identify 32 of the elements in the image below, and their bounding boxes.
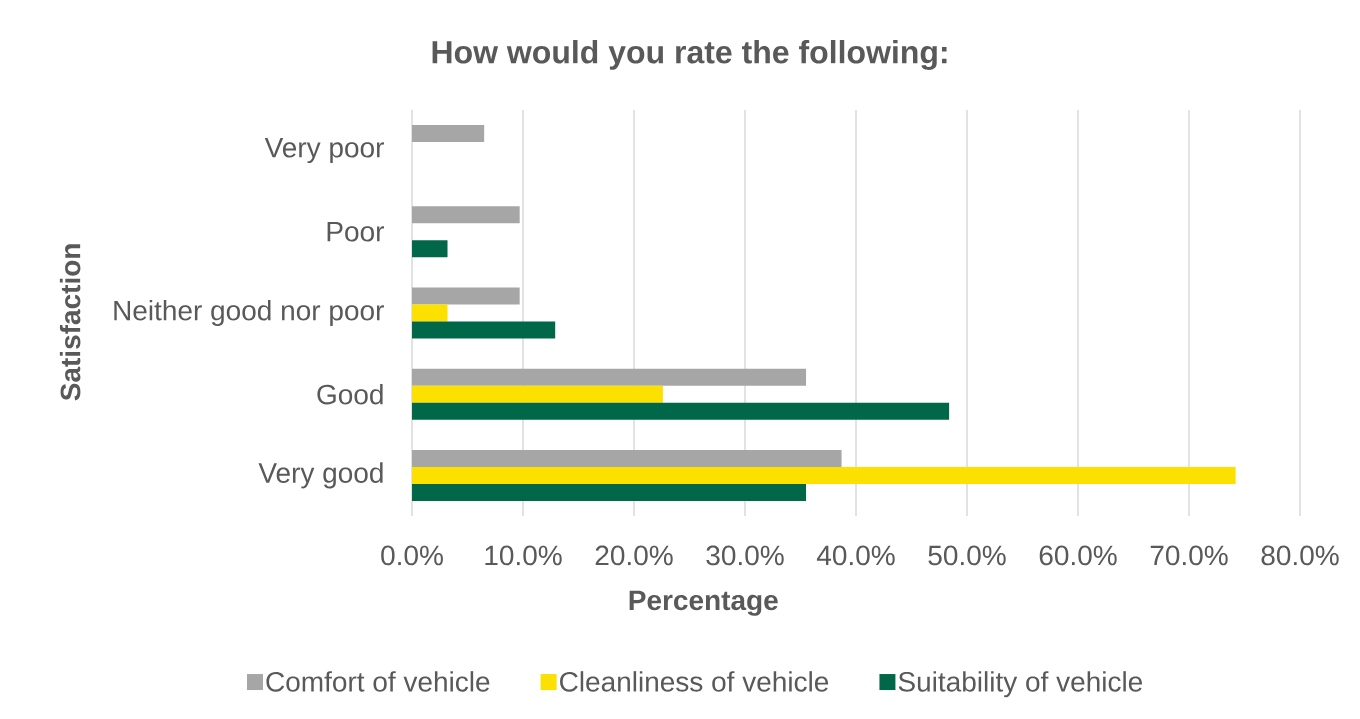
x-tick-label: 30.0% [706, 545, 784, 566]
y-tick-label: Very poor [264, 138, 384, 164]
bar [412, 206, 520, 224]
bar [412, 449, 842, 467]
x-tick-label: 40.0% [816, 545, 895, 566]
bar [412, 125, 485, 143]
bar [412, 466, 1236, 484]
x-tick-label: 0.0% [381, 545, 443, 566]
bar [412, 402, 950, 420]
x-tick-label: 50.0% [928, 545, 1006, 566]
bar [412, 368, 807, 386]
legend-label: Comfort of vehicle [266, 671, 490, 692]
bar [412, 385, 663, 403]
bar [412, 304, 448, 322]
bar [412, 287, 520, 305]
y-tick-label: Very good [258, 462, 383, 489]
bar [412, 240, 448, 258]
bar [412, 321, 556, 339]
legend-label: Cleanliness of vehicle [560, 671, 829, 692]
x-tick-label: 70.0% [1150, 545, 1228, 566]
bar [412, 483, 807, 501]
y-tick-label: Neither good nor poor [114, 299, 384, 327]
legend-label: Suitability of vehicle [898, 671, 1143, 698]
x-tick-label: 20.0% [595, 545, 673, 566]
x-tick-label: 10.0% [485, 545, 562, 566]
x-tick-label: 60.0% [1039, 545, 1117, 566]
y-tick-label: Good [317, 383, 383, 405]
y-tick-label: Poor [327, 222, 384, 242]
y-axis-title: Satisfaction [59, 244, 81, 401]
x-axis-title: Percentage [629, 590, 778, 616]
x-tick-label: 80.0% [1261, 545, 1339, 566]
chart-title: How would you rate the following: [432, 40, 947, 70]
